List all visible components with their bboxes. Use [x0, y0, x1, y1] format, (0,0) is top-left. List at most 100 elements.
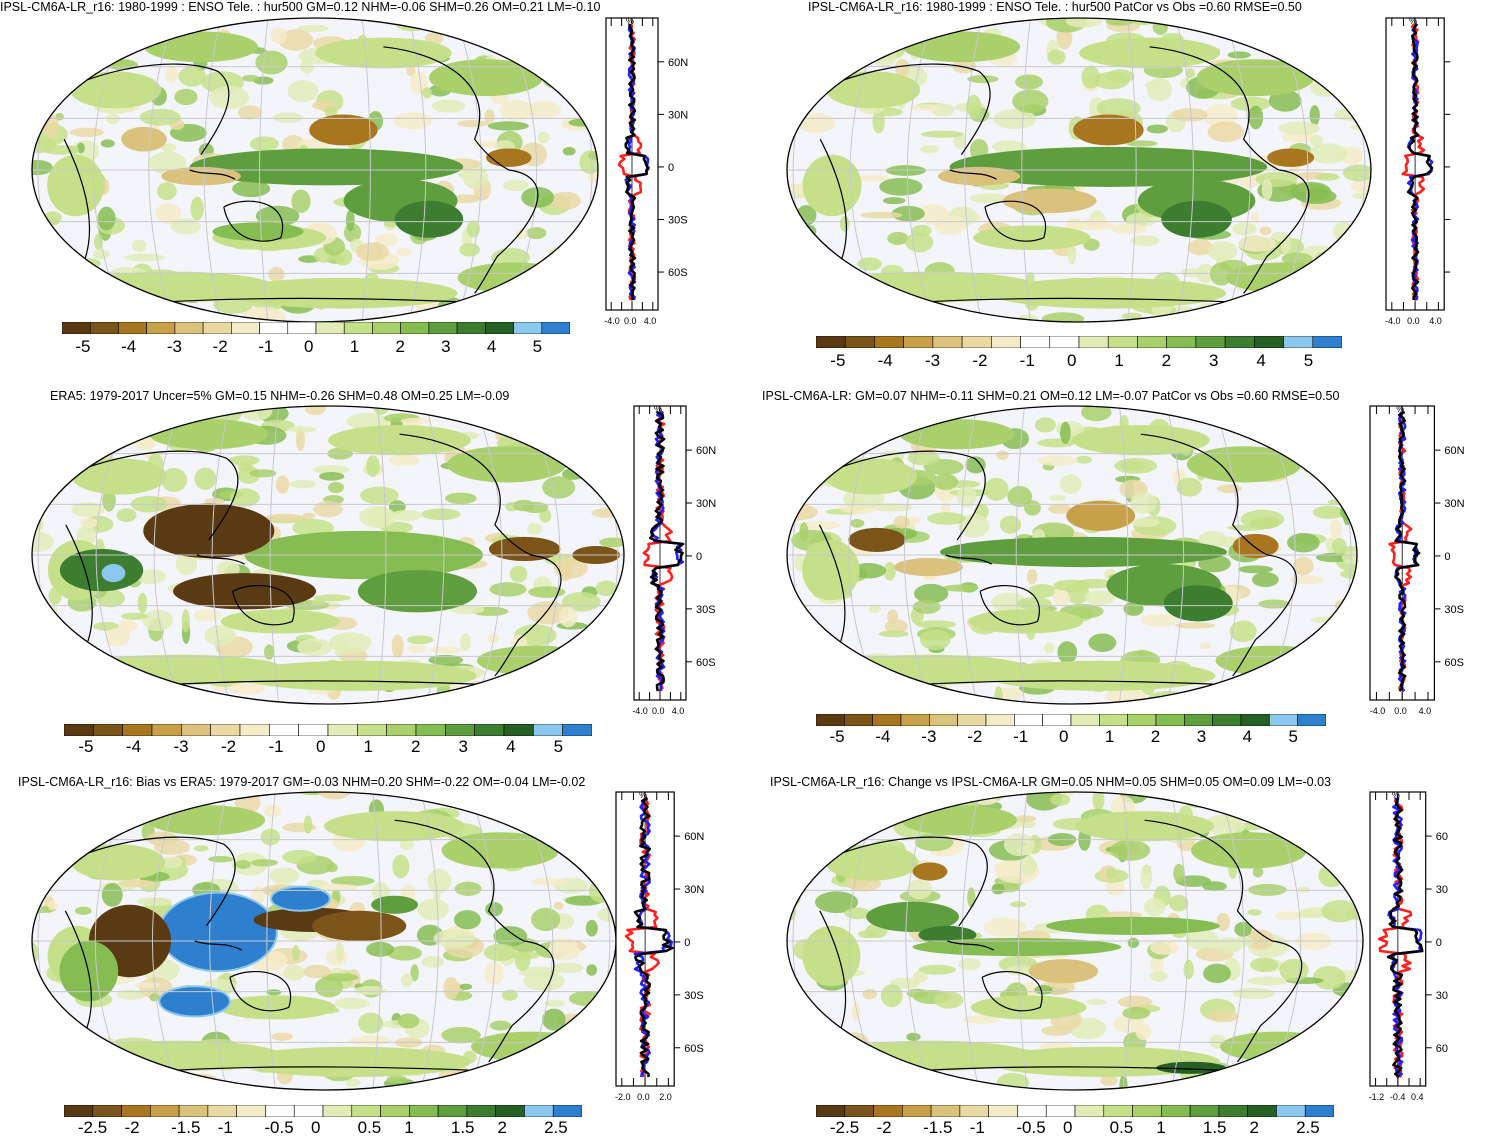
colorbar-swatch: [1184, 714, 1213, 726]
profile-y-tick: 30S: [696, 604, 716, 616]
colorbar-label: -3: [166, 337, 182, 356]
profile-x-tick: -4.0: [1385, 316, 1401, 326]
colorbar-swatch: [357, 724, 387, 736]
colorbar-label: 5: [553, 737, 564, 756]
colorbar-label: -5: [829, 727, 845, 746]
colorbar-label: 3: [458, 737, 469, 756]
colorbar-label: 0: [311, 1118, 321, 1137]
colorbar-label: 5: [532, 337, 543, 356]
profile-x-tick: 4.0: [644, 316, 657, 326]
colorbar-swatch: [1189, 1105, 1220, 1117]
colorbar-swatch: [816, 336, 846, 348]
panel-title: IPSL-CM6A-LR_r16: Change vs IPSL-CM6A-LR…: [770, 775, 1332, 789]
colorbar-label: -2: [876, 1118, 892, 1137]
colorbar-swatch: [150, 1105, 180, 1117]
graticule: [32, 792, 616, 1090]
map-field: [32, 792, 616, 1090]
colorbar-swatch: [991, 336, 1021, 348]
colorbar-swatch: [1014, 714, 1043, 726]
colorbar-label: 0: [316, 737, 326, 756]
profile-x-tick: -4.0: [632, 706, 648, 716]
profile-y-tick: 30S: [1444, 604, 1464, 616]
colorbar-swatch: [903, 336, 934, 348]
colorbar-swatch: [1283, 336, 1314, 348]
profile-y-tick: 60N: [696, 445, 716, 457]
profile-x-tick: 0.0: [624, 316, 637, 326]
colorbar-swatch: [456, 322, 486, 334]
colorbar-swatch: [466, 1105, 496, 1117]
colorbar-swatch: [64, 1105, 94, 1117]
profile-x-tick: 0.0: [652, 706, 665, 716]
profile-y-tick: 60S: [684, 1043, 704, 1055]
zonal-profile: % 60N 30N 0 30S 60S -4.0 0.0 4.0: [1369, 404, 1465, 716]
profile-x-tick: 4.0: [672, 706, 685, 716]
colorbar-swatch: [327, 724, 358, 736]
colorbar-swatch: [298, 724, 329, 736]
colorbar-label: -1: [258, 337, 274, 356]
colorbar-swatch: [872, 714, 902, 726]
colorbar-swatch: [474, 724, 505, 736]
colorbar-swatch: [207, 1105, 237, 1117]
colorbar-swatch: [236, 1105, 266, 1117]
map-outline: [31, 405, 625, 705]
colorbar-label: -2: [212, 337, 228, 356]
colorbar-swatch: [1017, 1105, 1047, 1117]
colorbar: [64, 1105, 582, 1117]
colorbar-label: -5: [830, 351, 846, 370]
profile-series-black: [633, 796, 674, 1078]
colorbar-swatch: [929, 714, 958, 726]
colorbar-swatch: [315, 322, 345, 334]
colorbar-swatch: [988, 1105, 1018, 1117]
colorbar-swatch: [1127, 714, 1157, 726]
colorbar-swatch: [1074, 1105, 1105, 1117]
graticule: [32, 18, 598, 322]
colorbar-swatch: [1137, 336, 1167, 348]
profile-x-tick: 0.0: [637, 1092, 650, 1102]
colorbar-label: 2: [497, 1118, 507, 1137]
profile-y-tick: 30S: [668, 214, 688, 226]
colorbar-label: 0: [1063, 1118, 1073, 1137]
colorbar-swatch: [386, 724, 417, 736]
profile-y-tick: 0: [668, 162, 674, 174]
profile-x-tick: -1.2: [1369, 1092, 1385, 1102]
panel-title: IPSL-CM6A-LR_r16: Bias vs ERA5: 1979-201…: [18, 775, 586, 789]
colorbar-swatch: [231, 322, 260, 334]
colorbar-swatch: [380, 1105, 410, 1117]
colorbar-swatch: [1099, 714, 1128, 726]
map-panel: [786, 17, 1372, 323]
colorbar-label: 1: [1114, 351, 1124, 370]
colorbar-swatch: [1297, 714, 1326, 726]
profile-x-tick: -2.0: [615, 1092, 631, 1102]
colorbar-label: 2: [1249, 1118, 1259, 1137]
colorbar-label: 2: [1150, 727, 1161, 746]
profile-y-tick: 60N: [1444, 445, 1464, 457]
colorbar-swatch: [343, 322, 373, 334]
colorbar-swatch: [287, 322, 317, 334]
colorbar-label: -3: [924, 351, 941, 370]
colorbar-swatch: [1224, 336, 1255, 348]
profile-x-tick: -0.4: [1390, 1092, 1406, 1102]
colorbar-swatch: [293, 1105, 324, 1117]
colorbar-swatch: [351, 1105, 381, 1117]
profile-y-tick: 30: [1436, 990, 1448, 1002]
colorbar-swatch: [1045, 1105, 1076, 1117]
profile-unit: %: [654, 404, 662, 414]
profile-y-tick: 30N: [668, 109, 688, 121]
colorbar-swatch: [552, 1105, 582, 1117]
colorbar-label: 3: [441, 337, 451, 356]
colorbar-label: 1: [1156, 1118, 1166, 1137]
colorbar-label: -1: [217, 1118, 233, 1137]
colorbar-swatch: [259, 322, 289, 334]
colorbar-label: 0: [304, 337, 314, 356]
map-panel: [786, 791, 1364, 1091]
colorbar-swatch: [513, 322, 543, 334]
zonal-profile: % 60 30 0 30 60 -1.2 -0.4 0.4: [1369, 790, 1448, 1102]
colorbar-label: 4: [1242, 727, 1253, 746]
profile-series-black: [648, 410, 684, 692]
profile-x-tick: 0.0: [1407, 316, 1420, 326]
colorbar-swatch: [181, 724, 211, 736]
colorbar-swatch: [428, 322, 458, 334]
colorbar-label: -4: [875, 727, 891, 746]
colorbar-label: -4: [877, 351, 893, 370]
profile-x-tick: 2.0: [659, 1092, 672, 1102]
